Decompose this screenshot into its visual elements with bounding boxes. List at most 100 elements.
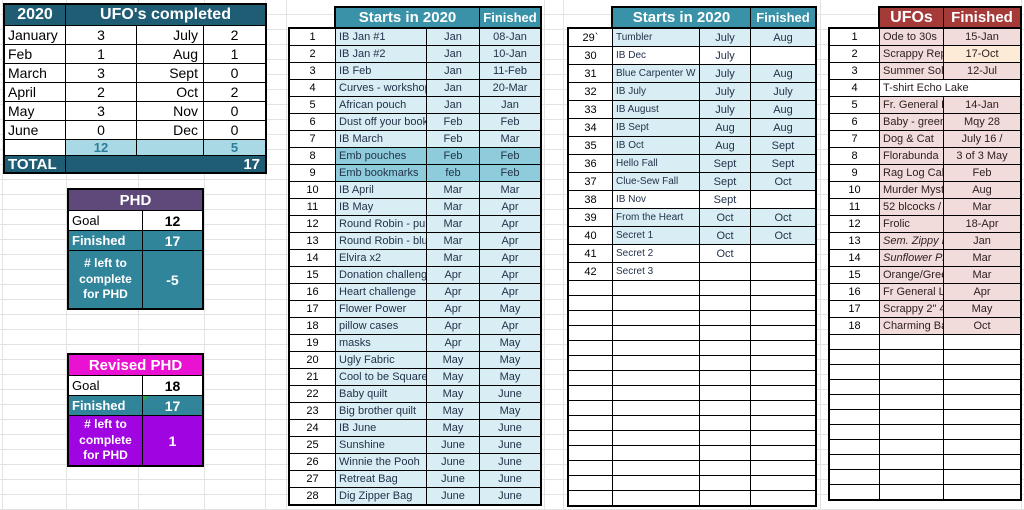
- finished-cell[interactable]: 18-Apr: [944, 216, 1020, 232]
- project-name-cell[interactable]: Orange/Gree: [880, 267, 943, 283]
- start-month-cell[interactable]: Aug: [700, 137, 750, 154]
- row-number-cell[interactable]: 12: [830, 216, 879, 232]
- row-number-cell[interactable]: 13: [830, 233, 879, 249]
- empty-row-number-cell[interactable]: [569, 326, 612, 340]
- project-name-cell[interactable]: Secret 3: [613, 263, 699, 280]
- project-name-cell[interactable]: Fr. General L: [880, 97, 943, 113]
- finished-cell[interactable]: Aug: [751, 29, 815, 46]
- finished-cell[interactable]: [751, 47, 815, 64]
- row-number-cell[interactable]: 6: [290, 114, 335, 130]
- start-month-cell[interactable]: July: [700, 101, 750, 118]
- empty-row-number-cell[interactable]: [830, 470, 879, 484]
- row-number-cell[interactable]: 3: [830, 63, 879, 79]
- month-count-cell[interactable]: 0: [66, 121, 136, 139]
- empty-start-month-cell[interactable]: [700, 326, 750, 340]
- start-month-cell[interactable]: Oct: [700, 209, 750, 226]
- start-month-cell[interactable]: July: [700, 29, 750, 46]
- row-number-cell[interactable]: 28: [290, 488, 335, 504]
- project-name-cell[interactable]: Scrappy Rep: [880, 46, 943, 62]
- starts2-finished-header[interactable]: Finished: [751, 8, 815, 27]
- project-name-cell[interactable]: Summer Sols: [880, 63, 943, 79]
- start-month-cell[interactable]: May: [427, 352, 479, 368]
- finished-cell[interactable]: 14-Jan: [944, 97, 1020, 113]
- row-number-cell[interactable]: 2: [290, 46, 335, 62]
- project-name-cell[interactable]: Dog & Cat: [880, 131, 943, 147]
- row-number-cell[interactable]: 26: [290, 454, 335, 470]
- finished-cell[interactable]: Jan: [944, 233, 1020, 249]
- project-name-cell[interactable]: African pouch: [336, 97, 426, 113]
- project-name-cell[interactable]: Big brother quilt: [336, 403, 426, 419]
- empty-row-number-cell[interactable]: [830, 335, 879, 349]
- row-number-cell[interactable]: 17: [830, 301, 879, 317]
- finished-cell[interactable]: May: [480, 335, 540, 351]
- finished-cell[interactable]: Sept: [751, 137, 815, 154]
- empty-finished-cell[interactable]: [751, 296, 815, 310]
- empty-finished-cell[interactable]: [944, 365, 1020, 379]
- finished-cell[interactable]: Oct: [751, 227, 815, 244]
- revised-left-label[interactable]: # left to complete for PHD: [69, 416, 142, 465]
- empty-finished-cell[interactable]: [751, 326, 815, 340]
- project-name-cell[interactable]: Baby - green: [880, 114, 943, 130]
- row-number-cell[interactable]: 12: [290, 216, 335, 232]
- start-month-cell[interactable]: Mar: [427, 233, 479, 249]
- empty-row-number-cell[interactable]: [569, 431, 612, 445]
- empty-project-name-cell[interactable]: [613, 296, 699, 310]
- project-name-cell[interactable]: Emb bookmarks: [336, 165, 426, 181]
- finished-cell[interactable]: Oct: [944, 318, 1020, 334]
- phd-goal-label[interactable]: Goal: [69, 211, 142, 230]
- month-label-cell[interactable]: Sept: [137, 64, 203, 82]
- ufos-title[interactable]: UFOs: [880, 8, 943, 27]
- empty-row-number-cell[interactable]: [569, 386, 612, 400]
- project-name-cell[interactable]: Frolic: [880, 216, 943, 232]
- finished-cell[interactable]: Feb: [480, 148, 540, 164]
- finished-cell[interactable]: Mar: [480, 131, 540, 147]
- project-name-cell[interactable]: IB Nov: [613, 191, 699, 208]
- empty-finished-cell[interactable]: [944, 395, 1020, 409]
- empty-finished-cell[interactable]: [751, 446, 815, 460]
- project-name-cell[interactable]: Emb pouches: [336, 148, 426, 164]
- empty-row-number-cell[interactable]: [830, 440, 879, 454]
- month-label-cell[interactable]: January: [5, 26, 65, 44]
- start-month-cell[interactable]: Feb: [427, 131, 479, 147]
- start-month-cell[interactable]: Mar: [427, 250, 479, 266]
- month-label-cell[interactable]: June: [5, 121, 65, 139]
- month-count-cell[interactable]: 0: [204, 64, 265, 82]
- start-month-cell[interactable]: Jan: [427, 80, 479, 96]
- empty-cell[interactable]: [5, 140, 65, 155]
- start-month-cell[interactable]: Sept: [700, 155, 750, 172]
- empty-finished-cell[interactable]: [751, 281, 815, 295]
- project-name-cell[interactable]: Winnie the Pooh: [336, 454, 426, 470]
- row-number-cell[interactable]: 23: [290, 403, 335, 419]
- finished-cell[interactable]: Apr: [480, 199, 540, 215]
- finished-cell[interactable]: Jan: [480, 97, 540, 113]
- empty-row-number-cell[interactable]: [830, 455, 879, 469]
- project-name-cell[interactable]: Dust off your book: [336, 114, 426, 130]
- empty-row-number-cell[interactable]: [569, 341, 612, 355]
- empty-row-number-cell[interactable]: [830, 410, 879, 424]
- finished-cell[interactable]: Aug: [751, 101, 815, 118]
- finished-cell[interactable]: [751, 191, 815, 208]
- summary-year-header[interactable]: 2020: [5, 5, 65, 25]
- project-name-cell[interactable]: Blue Carpenter W: [613, 65, 699, 82]
- row-number-cell[interactable]: 41: [569, 245, 612, 262]
- row-number-cell[interactable]: 32: [569, 83, 612, 100]
- empty-start-month-cell[interactable]: [700, 491, 750, 505]
- empty-project-name-cell[interactable]: [880, 425, 943, 439]
- empty-project-name-cell[interactable]: [880, 350, 943, 364]
- row-number-cell[interactable]: 35: [569, 137, 612, 154]
- finished-cell[interactable]: [751, 263, 815, 280]
- row-number-cell[interactable]: 9: [290, 165, 335, 181]
- row-number-cell[interactable]: 20: [290, 352, 335, 368]
- finished-cell[interactable]: Apr: [480, 318, 540, 334]
- project-name-cell[interactable]: Scrappy 2" 4: [880, 301, 943, 317]
- start-month-cell[interactable]: Apr: [427, 335, 479, 351]
- start-month-cell[interactable]: Jan: [427, 63, 479, 79]
- finished-cell[interactable]: 10-Jan: [480, 46, 540, 62]
- finished-cell[interactable]: Apr: [944, 284, 1020, 300]
- row-number-cell[interactable]: 4: [830, 80, 879, 96]
- revised-goal-label[interactable]: Goal: [69, 376, 142, 395]
- finished-cell[interactable]: May: [480, 369, 540, 385]
- empty-finished-cell[interactable]: [944, 470, 1020, 484]
- finished-cell[interactable]: Aug: [751, 119, 815, 136]
- start-month-cell[interactable]: Sept: [700, 173, 750, 190]
